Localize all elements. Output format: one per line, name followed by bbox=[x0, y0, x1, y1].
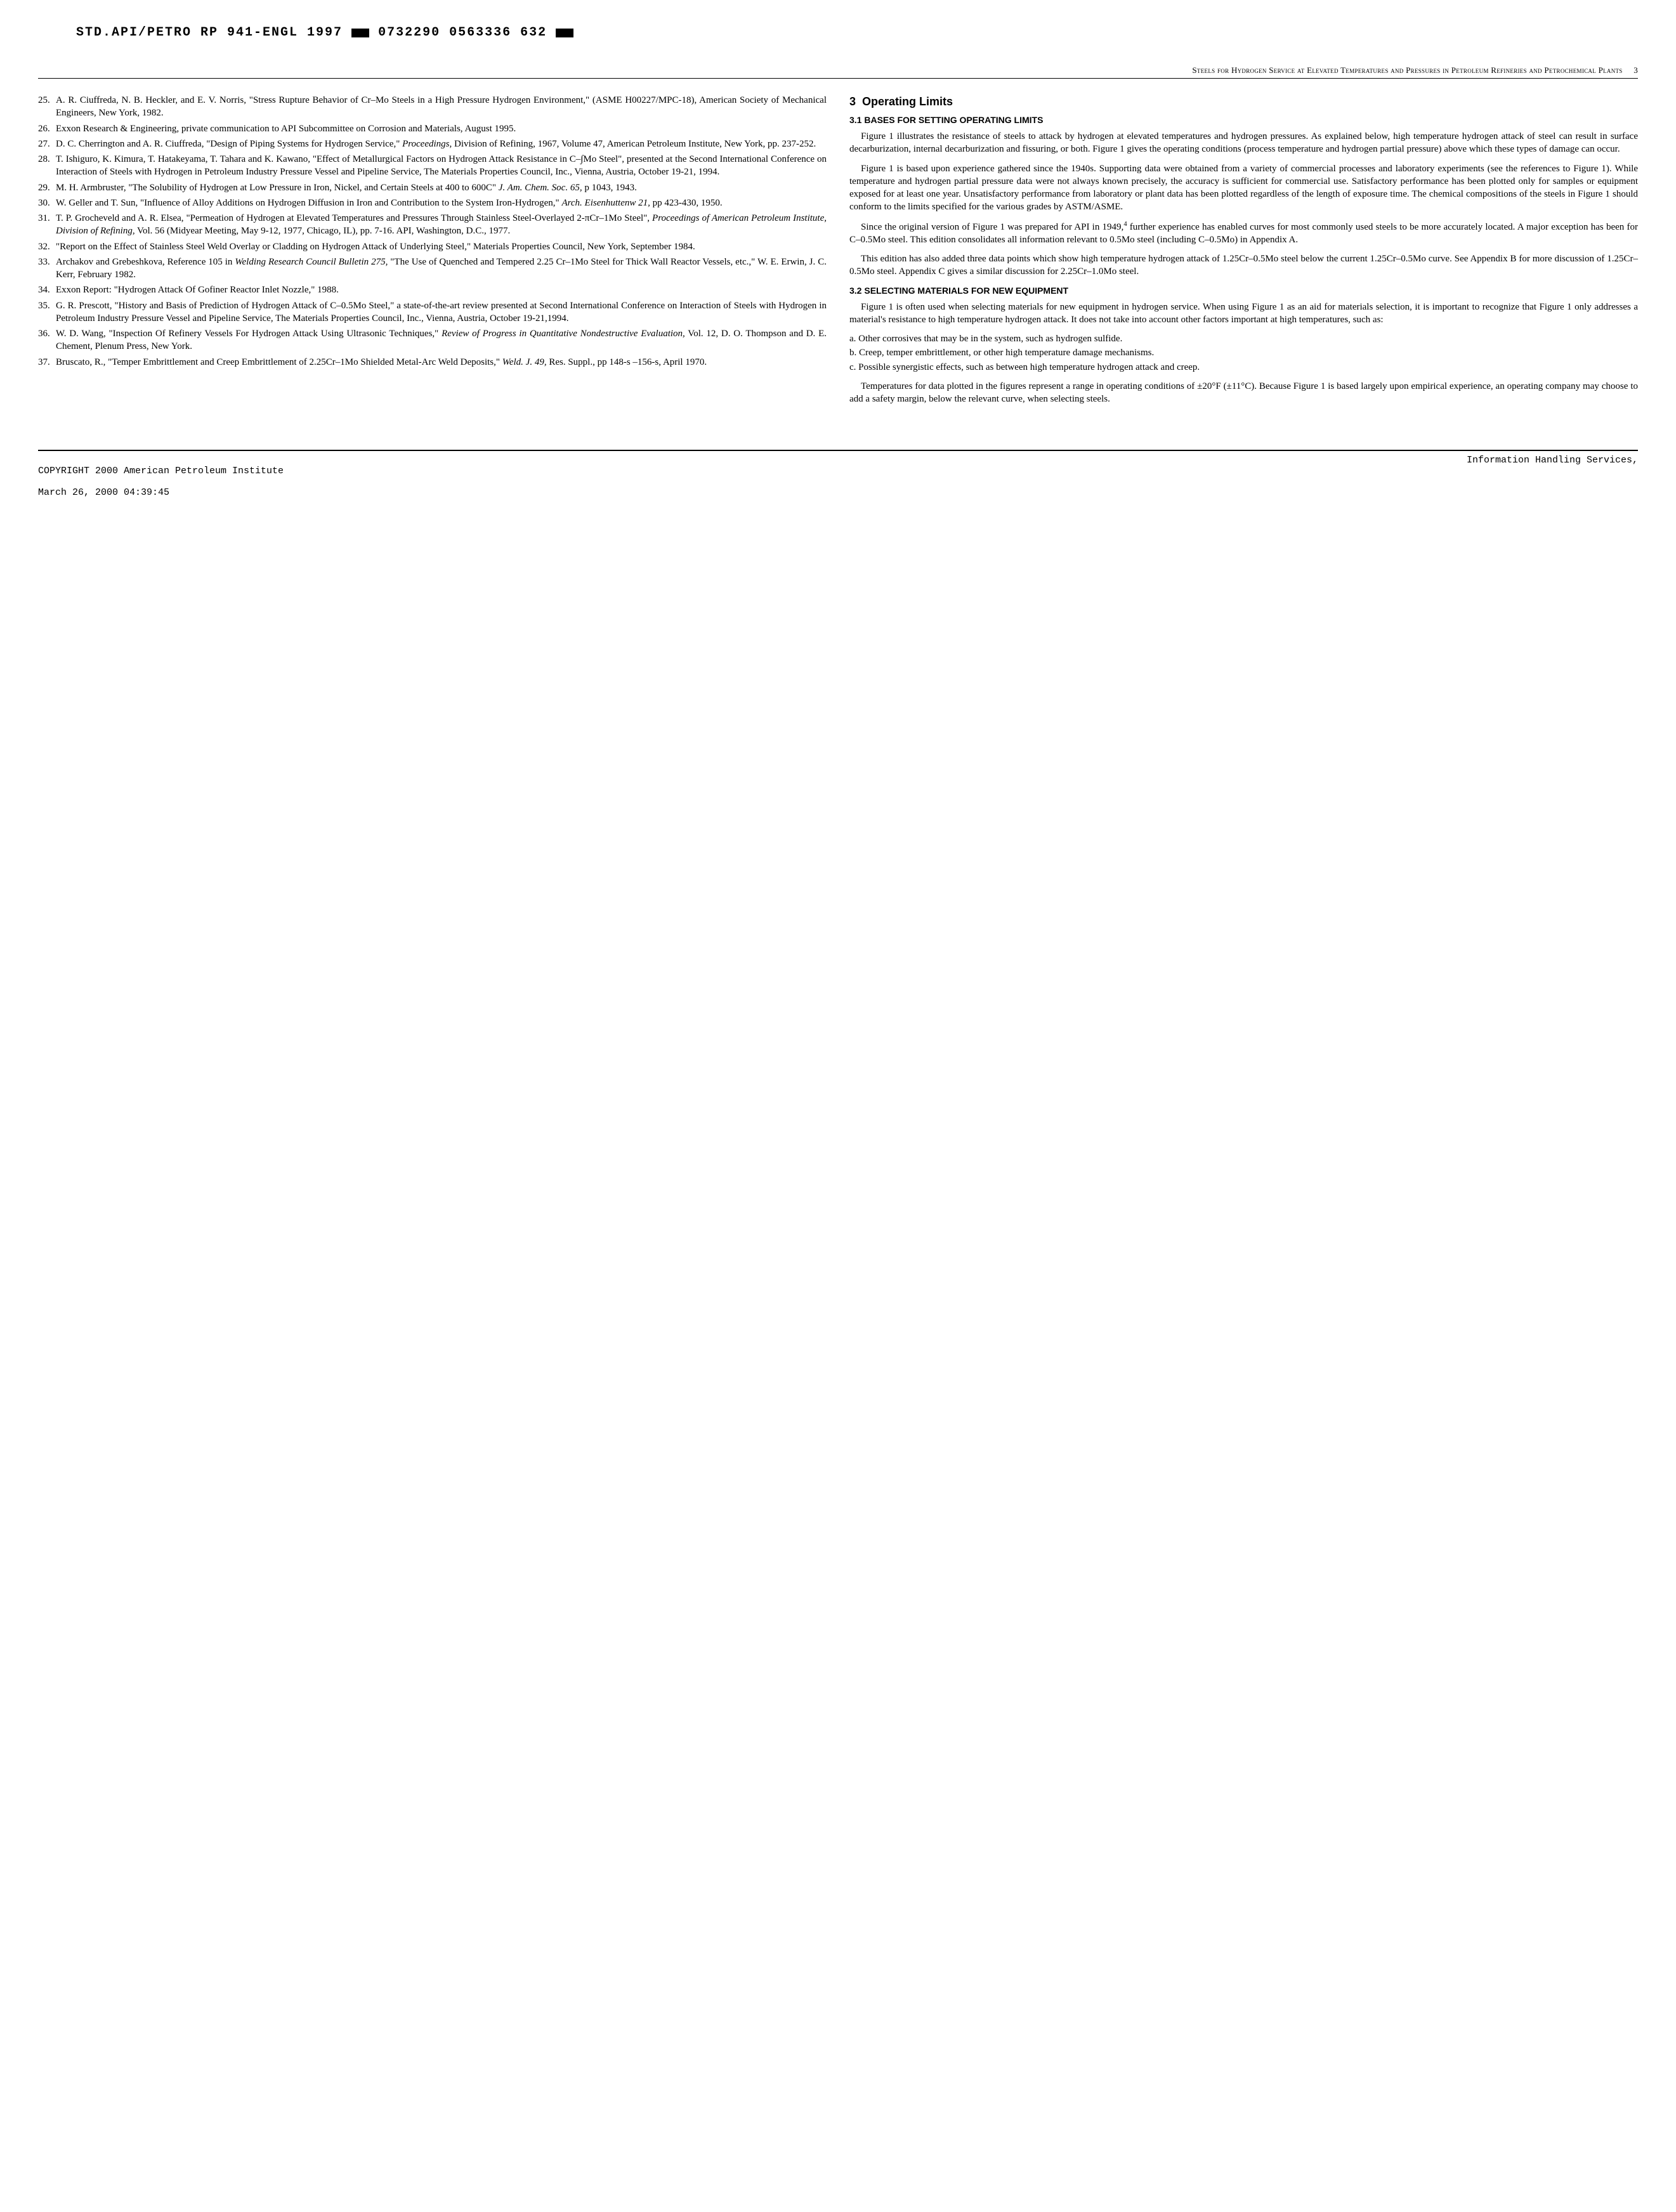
list-item: c. Possible synergistic effects, such as… bbox=[849, 361, 1638, 374]
page-footer: COPYRIGHT 2000 American Petroleum Instit… bbox=[38, 450, 1638, 509]
code-part-2: 0732290 0563336 632 bbox=[378, 25, 547, 40]
reference-number: 26. bbox=[38, 122, 56, 135]
reference-number: 35. bbox=[38, 299, 56, 325]
reference-text: Bruscato, R., "Temper Embrittlement and … bbox=[56, 356, 827, 369]
body-paragraph: Figure 1 is based upon experience gather… bbox=[849, 162, 1638, 214]
footer-datetime: March 26, 2000 04:39:45 bbox=[38, 487, 284, 498]
copyright-text: COPYRIGHT 2000 American Petroleum Instit… bbox=[38, 466, 284, 476]
section-title: 3 Operating Limits bbox=[849, 94, 1638, 109]
reference-item: 32."Report on the Effect of Stainless St… bbox=[38, 240, 827, 253]
reference-text: G. R. Prescott, "History and Basis of Pr… bbox=[56, 299, 827, 325]
reference-text: "Report on the Effect of Stainless Steel… bbox=[56, 240, 827, 253]
left-column: 25.A. R. Ciuffreda, N. B. Heckler, and E… bbox=[38, 94, 827, 412]
body-paragraph: Since the original version of Figure 1 w… bbox=[849, 220, 1638, 247]
reference-text: D. C. Cherrington and A. R. Ciuffreda, "… bbox=[56, 138, 827, 150]
reference-item: 35.G. R. Prescott, "History and Basis of… bbox=[38, 299, 827, 325]
subsection-title: 3.1 BASES FOR SETTING OPERATING LIMITS bbox=[849, 114, 1638, 126]
body-paragraph: Figure 1 illustrates the resistance of s… bbox=[849, 130, 1638, 156]
reference-item: 26.Exxon Research & Engineering, private… bbox=[38, 122, 827, 135]
reference-text: T. Ishiguro, K. Kimura, T. Hatakeyama, T… bbox=[56, 153, 827, 179]
two-column-layout: 25.A. R. Ciuffreda, N. B. Heckler, and E… bbox=[38, 94, 1638, 412]
subsection-title: 3.2 SELECTING MATERIALS FOR NEW EQUIPMEN… bbox=[849, 285, 1638, 297]
reference-text: W. Geller and T. Sun, "Influence of Allo… bbox=[56, 197, 827, 209]
section-number: 3 bbox=[849, 95, 856, 108]
body-paragraph: Temperatures for data plotted in the fig… bbox=[849, 380, 1638, 406]
body-paragraph: Figure 1 is often used when selecting ma… bbox=[849, 301, 1638, 327]
reference-item: 37.Bruscato, R., "Temper Embrittlement a… bbox=[38, 356, 827, 369]
reference-item: 25.A. R. Ciuffreda, N. B. Heckler, and E… bbox=[38, 94, 827, 120]
footer-left: COPYRIGHT 2000 American Petroleum Instit… bbox=[38, 455, 284, 509]
reference-text: Exxon Research & Engineering, private co… bbox=[56, 122, 827, 135]
reference-text: T. P. Grocheveld and A. R. Elsea, "Perme… bbox=[56, 212, 827, 238]
reference-text: A. R. Ciuffreda, N. B. Heckler, and E. V… bbox=[56, 94, 827, 120]
black-box-icon bbox=[556, 29, 573, 37]
reference-number: 34. bbox=[38, 284, 56, 296]
reference-number: 36. bbox=[38, 327, 56, 353]
reference-number: 28. bbox=[38, 153, 56, 179]
reference-number: 33. bbox=[38, 256, 56, 282]
reference-number: 29. bbox=[38, 181, 56, 194]
body-paragraph: This edition has also added three data p… bbox=[849, 252, 1638, 278]
reference-number: 37. bbox=[38, 356, 56, 369]
document-code-header: STD.API/PETRO RP 941-ENGL 1997 0732290 0… bbox=[38, 25, 1638, 40]
reference-number: 32. bbox=[38, 240, 56, 253]
list-item: a. Other corrosives that may be in the s… bbox=[849, 332, 1638, 345]
reference-number: 30. bbox=[38, 197, 56, 209]
right-column: 3 Operating Limits 3.1 BASES FOR SETTING… bbox=[849, 94, 1638, 412]
section-title-text: Operating Limits bbox=[862, 95, 953, 108]
reference-number: 31. bbox=[38, 212, 56, 238]
running-header-text: Steels for Hydrogen Service at Elevated … bbox=[1192, 65, 1622, 75]
reference-item: 29.M. H. Armbruster, "The Solubility of … bbox=[38, 181, 827, 194]
code-part-1: STD.API/PETRO RP 941-ENGL 1997 bbox=[76, 25, 343, 40]
list-item: b. Creep, temper embrittlement, or other… bbox=[849, 346, 1638, 359]
footer-right: Information Handling Services, bbox=[1467, 455, 1638, 509]
reference-list: 25.A. R. Ciuffreda, N. B. Heckler, and E… bbox=[38, 94, 827, 369]
reference-item: 31.T. P. Grocheveld and A. R. Elsea, "Pe… bbox=[38, 212, 827, 238]
reference-item: 28.T. Ishiguro, K. Kimura, T. Hatakeyama… bbox=[38, 153, 827, 179]
reference-item: 36.W. D. Wang, "Inspection Of Refinery V… bbox=[38, 327, 827, 353]
reference-item: 27.D. C. Cherrington and A. R. Ciuffreda… bbox=[38, 138, 827, 150]
reference-text: M. H. Armbruster, "The Solubility of Hyd… bbox=[56, 181, 827, 194]
reference-text: Archakov and Grebeshkova, Reference 105 … bbox=[56, 256, 827, 282]
reference-item: 30.W. Geller and T. Sun, "Influence of A… bbox=[38, 197, 827, 209]
running-header: Steels for Hydrogen Service at Elevated … bbox=[38, 65, 1638, 79]
reference-number: 27. bbox=[38, 138, 56, 150]
reference-text: Exxon Report: "Hydrogen Attack Of Gofine… bbox=[56, 284, 827, 296]
page-number: 3 bbox=[1633, 65, 1638, 75]
reference-text: W. D. Wang, "Inspection Of Refinery Vess… bbox=[56, 327, 827, 353]
reference-number: 25. bbox=[38, 94, 56, 120]
black-box-icon bbox=[351, 29, 369, 37]
reference-item: 34.Exxon Report: "Hydrogen Attack Of Gof… bbox=[38, 284, 827, 296]
reference-item: 33.Archakov and Grebeshkova, Reference 1… bbox=[38, 256, 827, 282]
